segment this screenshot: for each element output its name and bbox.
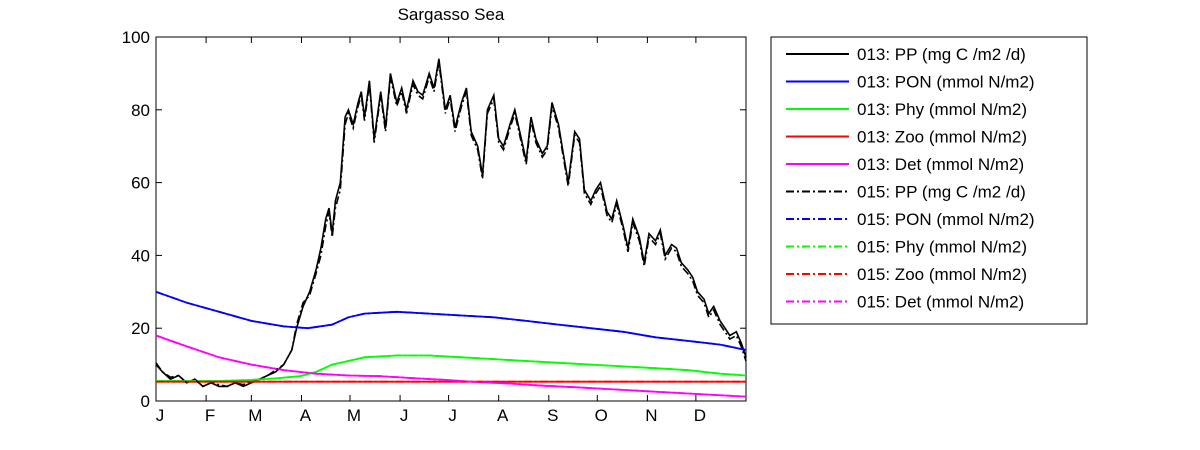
x-tick-label: M xyxy=(347,406,361,425)
x-tick-label: J xyxy=(400,406,409,425)
x-tick-label: A xyxy=(300,406,312,425)
legend-label: 015: PON (mmol N/m2) xyxy=(857,210,1035,229)
x-tick-label: O xyxy=(595,406,608,425)
x-tick-label: M xyxy=(248,406,262,425)
series-line-7 xyxy=(156,354,747,382)
x-tick-label: J xyxy=(448,406,457,425)
y-tick-label: 60 xyxy=(131,174,150,193)
legend-label: 013: PP (mg C /m2 /d) xyxy=(857,45,1026,64)
legend-label: 015: Zoo (mmol N/m2) xyxy=(857,265,1027,284)
x-tick-label: F xyxy=(205,406,215,425)
legend-label: 013: Phy (mmol N/m2) xyxy=(857,100,1027,119)
series-line-6 xyxy=(155,290,747,351)
legend-box xyxy=(770,36,1088,325)
x-tick-label: S xyxy=(547,406,558,425)
series-line-5 xyxy=(155,62,747,388)
x-tick-label: J xyxy=(156,406,165,425)
legend-label: 013: PON (mmol N/m2) xyxy=(857,73,1035,92)
y-tick-label: 20 xyxy=(131,319,150,338)
y-tick-label: 0 xyxy=(141,392,150,411)
series-line-9 xyxy=(155,334,747,398)
chart-title: Sargasso Sea xyxy=(398,5,505,24)
y-tick-label: 80 xyxy=(131,101,150,120)
plot-area xyxy=(155,36,747,402)
x-tick-label: A xyxy=(497,406,509,425)
legend-label: 015: PP (mg C /m2 /d) xyxy=(857,183,1026,202)
legend: 013: PP (mg C /m2 /d) 013: PON (mmol N/m2… xyxy=(770,36,1088,325)
x-tick-label: N xyxy=(645,406,657,425)
legend-label: 013: Det (mmol N/m2) xyxy=(857,155,1024,174)
legend-label: 015: Det (mmol N/m2) xyxy=(857,293,1024,312)
y-tick-label: 40 xyxy=(131,246,150,265)
series-layer xyxy=(155,58,747,398)
legend-label: 013: Zoo (mmol N/m2) xyxy=(857,128,1027,147)
legend-label: 015: Phy (mmol N/m2) xyxy=(857,238,1027,257)
axes-layer: 0 20 40 60 80 100 J F M A M J J A S O N D xyxy=(122,28,746,425)
x-tick-label: D xyxy=(694,406,706,425)
y-tick-label: 100 xyxy=(122,28,150,47)
